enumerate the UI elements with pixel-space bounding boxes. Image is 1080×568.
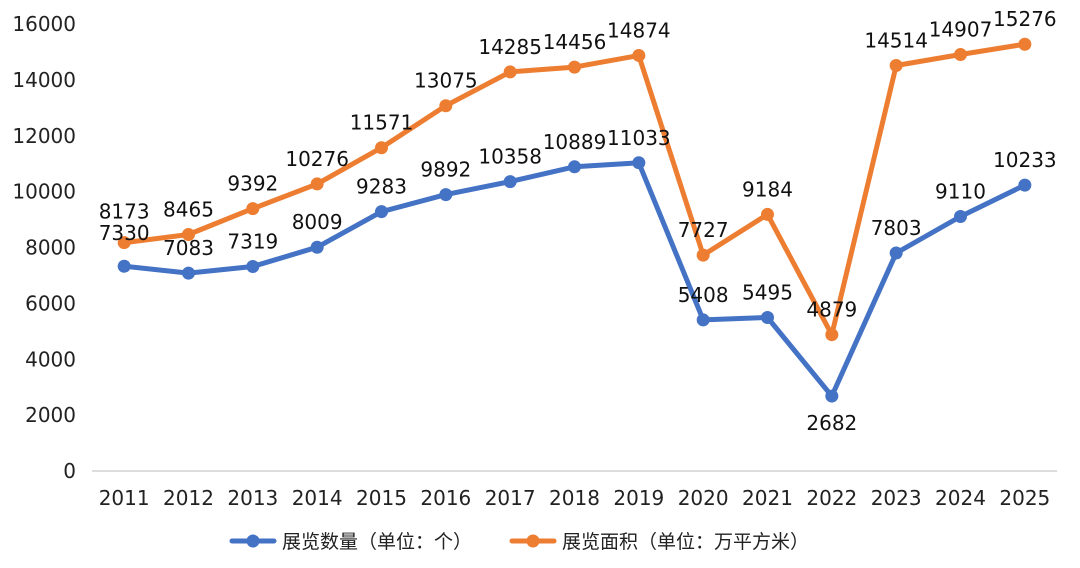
data-label: 13075 xyxy=(414,69,478,93)
x-tick-label: 2014 xyxy=(292,486,343,510)
x-tick-label: 2023 xyxy=(871,486,922,510)
data-point xyxy=(825,328,839,342)
data-point xyxy=(954,209,967,223)
data-point xyxy=(375,205,388,219)
y-tick-label: 12000 xyxy=(12,124,76,148)
data-point xyxy=(568,160,581,174)
y-axis: 0 2000 4000 6000 8000 10000 12000 14000 16000 xyxy=(12,12,76,483)
y-tick-label: 6000 xyxy=(25,291,76,315)
data-point xyxy=(568,60,581,74)
data-label: 9110 xyxy=(935,179,986,203)
data-point xyxy=(375,141,388,155)
data-point xyxy=(310,177,324,191)
data-label: 5495 xyxy=(742,280,793,304)
data-label: 11033 xyxy=(607,126,671,150)
data-label: 11571 xyxy=(350,111,414,135)
data-point xyxy=(696,313,710,327)
data-label: 10889 xyxy=(543,130,607,154)
data-label: 7330 xyxy=(99,221,150,245)
data-point xyxy=(1018,37,1032,51)
data-label: 9392 xyxy=(227,172,278,196)
data-label: 10276 xyxy=(285,147,349,171)
data-label: 9283 xyxy=(356,175,407,199)
data-point xyxy=(246,260,260,274)
legend-swatch-marker xyxy=(246,534,260,548)
series-1 xyxy=(117,156,1032,403)
data-point xyxy=(182,228,195,242)
data-point xyxy=(632,48,646,62)
legend-swatch-marker xyxy=(526,534,540,548)
x-tick-label: 2012 xyxy=(163,486,214,510)
data-point xyxy=(1018,178,1032,192)
series-2 xyxy=(117,37,1032,342)
x-tick-label: 2022 xyxy=(806,486,857,510)
data-point xyxy=(761,310,774,324)
data-point xyxy=(310,240,324,254)
y-tick-label: 0 xyxy=(63,459,76,483)
data-label: 10233 xyxy=(993,148,1057,172)
x-tick-label: 2016 xyxy=(420,486,471,510)
data-point xyxy=(696,248,710,262)
x-tick-label: 2013 xyxy=(227,486,278,510)
data-label: 8009 xyxy=(292,210,343,234)
data-label: 9184 xyxy=(742,177,793,201)
data-label: 9892 xyxy=(420,158,471,182)
y-tick-label: 4000 xyxy=(25,347,76,371)
data-point xyxy=(439,188,453,202)
legend-label: 展览数量（单位：个） xyxy=(282,531,472,553)
data-label: 4879 xyxy=(806,298,857,322)
data-label: 7083 xyxy=(163,236,214,260)
legend-item-2: 展览面积（单位：万平方米） xyxy=(509,531,809,553)
x-tick-label: 2020 xyxy=(678,486,729,510)
data-label: 2682 xyxy=(806,411,857,435)
data-label: 10358 xyxy=(478,145,542,169)
x-tick-label: 2018 xyxy=(549,486,600,510)
data-label: 14285 xyxy=(478,35,542,59)
legend-item-1: 展览数量（单位：个） xyxy=(229,531,472,553)
data-point xyxy=(182,266,195,280)
series-line xyxy=(121,160,1028,399)
legend-label: 展览面积（单位：万平方米） xyxy=(562,531,809,553)
x-tick-label: 2021 xyxy=(742,486,793,510)
data-point xyxy=(117,236,131,250)
y-tick-label: 14000 xyxy=(12,68,76,92)
x-tick-label: 2025 xyxy=(999,486,1050,510)
data-point xyxy=(889,246,903,260)
data-label: 14874 xyxy=(607,18,671,42)
data-label: 15276 xyxy=(993,7,1057,31)
data-point xyxy=(761,207,774,221)
data-label: 8173 xyxy=(99,200,150,224)
y-tick-label: 2000 xyxy=(25,403,76,427)
data-point xyxy=(889,59,903,73)
data-point xyxy=(117,259,131,273)
data-point xyxy=(954,48,967,62)
x-axis: 2011 2012 2013 2014 2015 2016 2017 2018 2019 2020… xyxy=(99,486,1051,510)
x-tick-label: 2019 xyxy=(613,486,664,510)
y-tick-label: 16000 xyxy=(12,12,76,36)
data-point xyxy=(825,389,839,403)
data-label: 8465 xyxy=(163,198,214,222)
data-point xyxy=(439,99,453,113)
x-tick-label: 2011 xyxy=(99,486,150,510)
y-tick-label: 8000 xyxy=(25,236,76,260)
x-tick-label: 2017 xyxy=(485,486,536,510)
data-point xyxy=(246,202,260,216)
data-label: 7803 xyxy=(871,216,922,240)
x-tick-label: 2024 xyxy=(935,486,986,510)
series-layer xyxy=(117,37,1032,403)
data-label: 7727 xyxy=(678,218,729,242)
y-tick-label: 10000 xyxy=(12,180,76,204)
data-label: 14456 xyxy=(543,30,607,54)
legend: 展览数量（单位：个） 展览面积（单位：万平方米） xyxy=(229,531,809,553)
data-point xyxy=(503,175,517,189)
x-tick-label: 2015 xyxy=(356,486,407,510)
data-point xyxy=(503,65,517,79)
data-label: 14907 xyxy=(929,18,993,42)
data-point xyxy=(632,156,646,170)
data-label: 14514 xyxy=(864,29,928,53)
data-label: 5408 xyxy=(678,283,729,307)
data-label: 7319 xyxy=(227,230,278,254)
